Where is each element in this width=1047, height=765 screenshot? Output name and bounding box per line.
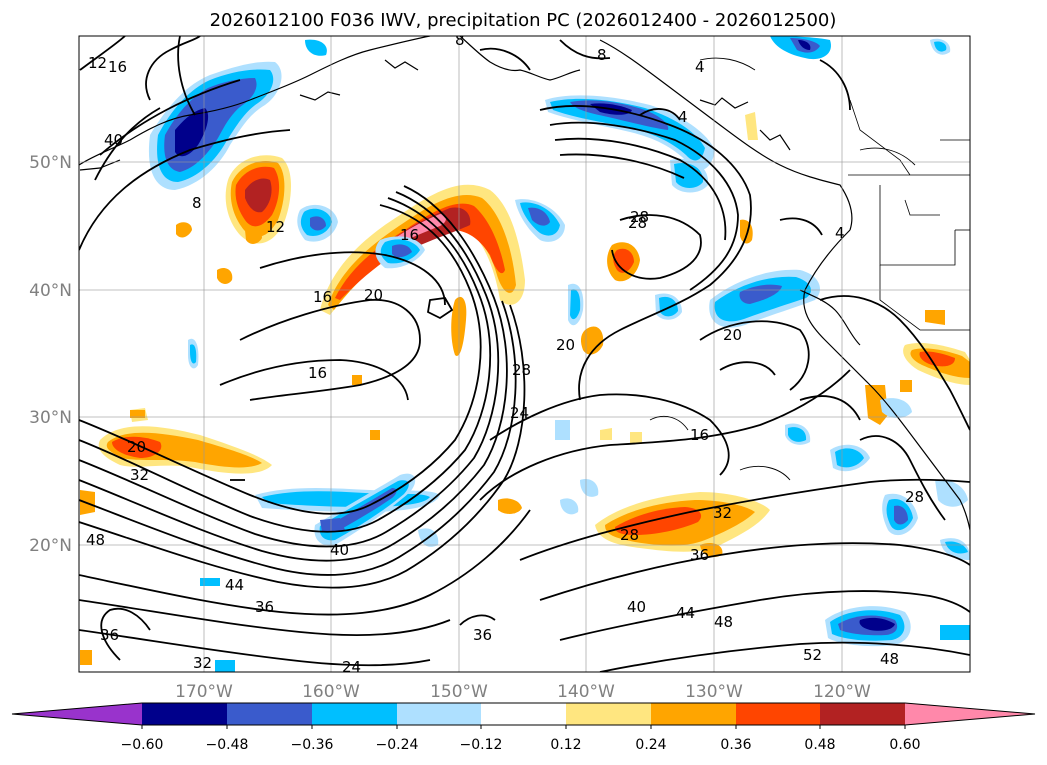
colorbar-bin [397,703,481,725]
contour-label: 28 [628,214,647,232]
contour-label: 20 [556,336,575,354]
colorbar-tick-label: 0.48 [804,737,835,753]
contour-label: 32 [193,654,212,672]
contour-label: 40 [104,131,123,149]
latitude-labels: 50°N 40°N 30°N 20°N [29,153,72,556]
figure-title: 2026012100 F036 IWV, precipitation PC (2… [210,10,837,31]
lat-label: 30°N [29,408,72,428]
thin-contours [649,57,916,481]
contour-label: 36 [690,546,709,564]
lon-label: 150°W [430,682,488,702]
contour-label: 16 [400,226,419,244]
colorbar-extend-low [12,703,142,725]
colorbar-bin [566,703,651,725]
contour-label: 28 [512,361,531,379]
contour-label: 48 [86,531,105,549]
colorbar-bin [820,703,905,725]
contour-label: 52 [803,646,822,664]
contour-label: 8 [597,46,607,64]
positive-precip-shading [80,112,970,665]
colorbar-tick-label: −0.48 [206,737,249,753]
colorbar-bin [142,703,227,725]
gridlines [79,36,970,672]
colorbar-tick-label: −0.36 [291,737,334,753]
contour-label: 44 [225,576,244,594]
contour-label: 36 [473,626,492,644]
contour-label: 48 [880,650,899,668]
contour-label: 16 [690,426,709,444]
colorbar-bin [651,703,736,725]
contour-label: 12 [266,218,285,236]
contour-label: 8 [455,31,465,49]
longitude-labels: 170°W 160°W 150°W 140°W 130°W 120°W [175,682,871,702]
coastlines [79,36,970,531]
colorbar-extend-high [905,703,1035,725]
colorbar-bin [736,703,820,725]
colorbar-tick-label: −0.24 [376,737,419,753]
contour-label: 32 [130,466,149,484]
lat-label: 40°N [29,281,72,301]
lon-label: 140°W [557,682,615,702]
contour-label: 12 [88,54,107,72]
contour-label: 8 [192,194,202,212]
map-frame [78,35,971,673]
colorbar-ticks [141,725,906,729]
contour-label: 36 [100,626,119,644]
colorbar-tick-label: −0.12 [460,737,503,753]
colorbar-tick-label: 0.24 [635,737,666,753]
contour-labels: 12 16 40 8 8 8 4 12 4 16 20 16 28 20 16 … [86,31,924,676]
lat-label: 50°N [29,153,72,173]
colorbar-bin [227,703,312,725]
contour-label: 20 [364,286,383,304]
map-panel: 12 16 40 8 8 8 4 12 4 16 20 16 28 20 16 … [78,31,971,676]
contour-label: 32 [713,504,732,522]
lon-label: 160°W [302,682,360,702]
contour-label: 20 [127,438,146,456]
contour-label: 40 [627,598,646,616]
colorbar-tick-label: 0.12 [550,737,581,753]
contour-label: 16 [108,58,127,76]
contour-label: 48 [714,613,733,631]
lat-label: 20°N [29,536,72,556]
colorbar-tick-label: −0.60 [121,737,164,753]
contour-label: 4 [835,224,845,242]
negative-precip-shading [148,36,970,672]
contour-label: 40 [330,541,349,559]
contour-label: 20 [723,326,742,344]
iwv-contours [79,36,970,672]
colorbar-tick-label: 0.36 [720,737,751,753]
contour-label: 16 [313,288,332,306]
colorbar-tick-label: 0.60 [889,737,920,753]
contour-label: 4 [695,58,705,76]
state-borders [848,99,970,331]
contour-label: 28 [905,488,924,506]
contour-label: 44 [676,604,695,622]
contour-label: 4 [678,108,688,126]
lon-label: 120°W [813,682,871,702]
colorbar-bin [481,703,566,725]
colorbar-bin [312,703,397,725]
contour-label: 24 [510,404,529,422]
colorbar: −0.60 −0.48 −0.36 −0.24 −0.12 0.12 0.24 … [11,702,1036,753]
contour-label: 28 [620,526,639,544]
contour-label: 36 [255,598,274,616]
lon-label: 170°W [175,682,233,702]
contour-label: 16 [308,364,327,382]
lon-label: 130°W [685,682,743,702]
contour-label: 28 [630,208,649,226]
contour-label: 24 [342,658,361,676]
